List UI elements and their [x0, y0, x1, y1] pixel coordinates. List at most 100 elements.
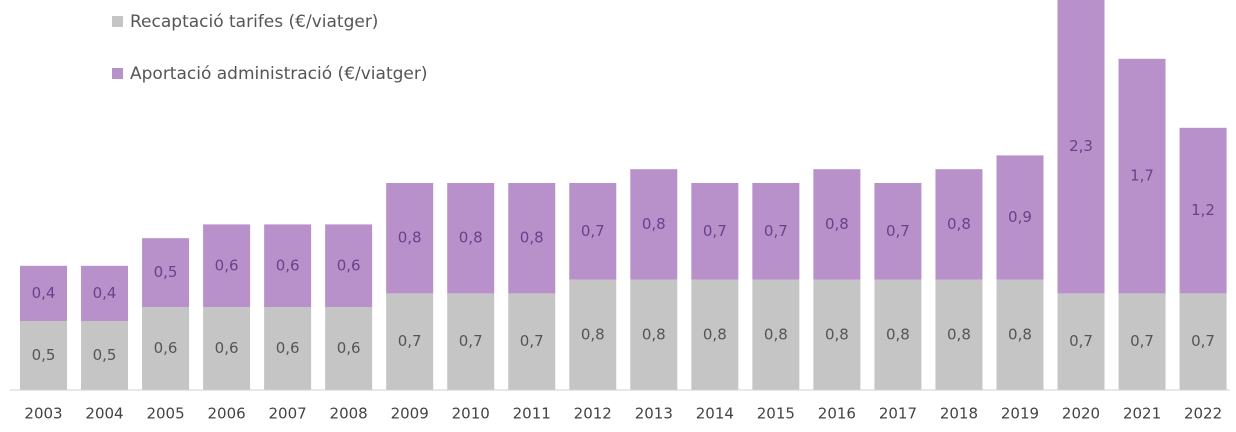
value-label: 0,9 [1008, 208, 1032, 226]
value-label: 0,7 [581, 222, 605, 240]
legend-swatch [112, 68, 123, 79]
value-label: 1,7 [1130, 167, 1154, 185]
bar-segment [874, 183, 922, 280]
legend-label: Recaptació tarifes (€/viatger) [130, 12, 378, 32]
bar-segment [569, 279, 617, 390]
x-tick-label: 2004 [85, 405, 123, 423]
value-label: 0,8 [825, 215, 849, 233]
bar-segment [935, 279, 983, 390]
value-label: 0,8 [398, 229, 422, 247]
x-tick-label: 2020 [1062, 405, 1100, 423]
bar-segment [325, 307, 373, 390]
bar-segment [935, 169, 983, 280]
value-label: 0,8 [642, 215, 666, 233]
value-label: 0,7 [886, 222, 910, 240]
bar-segment [386, 183, 434, 294]
bar-segment [1179, 293, 1227, 390]
value-label: 0,5 [154, 263, 178, 281]
x-tick-label: 2011 [513, 405, 551, 423]
value-label: 0,8 [520, 229, 544, 247]
value-label: 0,8 [1008, 325, 1032, 343]
x-tick-label: 2007 [269, 405, 307, 423]
value-label: 0,8 [825, 325, 849, 343]
bar-segment [142, 238, 190, 308]
x-tick-label: 2015 [757, 405, 795, 423]
bar-segment [447, 183, 495, 294]
value-label: 0,8 [581, 325, 605, 343]
x-tick-label: 2010 [452, 405, 490, 423]
x-tick-label: 2008 [330, 405, 368, 423]
value-label: 0,8 [947, 215, 971, 233]
value-label: 0,7 [1191, 332, 1215, 350]
value-label: 0,4 [93, 284, 117, 302]
bar-segment [203, 307, 251, 390]
bar-segment [264, 224, 312, 308]
bar-segment [325, 224, 373, 308]
x-tick-label: 2014 [696, 405, 734, 423]
x-tick-label: 2018 [940, 405, 978, 423]
value-label: 0,6 [215, 256, 239, 274]
value-label: 0,7 [703, 222, 727, 240]
value-label: 0,5 [32, 346, 56, 364]
x-tick-label: 2017 [879, 405, 917, 423]
bar-segment [20, 321, 67, 390]
x-tick-label: 2003 [24, 405, 62, 423]
value-label: 0,6 [337, 256, 361, 274]
bar-segment [691, 279, 739, 390]
bar-segment [630, 169, 678, 280]
value-label: 0,6 [154, 339, 178, 357]
value-label: 0,8 [764, 325, 788, 343]
x-tick-label: 2013 [635, 405, 673, 423]
bar-segment [81, 321, 129, 390]
value-label: 0,8 [459, 229, 483, 247]
bar-segment [1057, 0, 1105, 294]
bar-segment [996, 155, 1044, 280]
value-label: 0,6 [337, 339, 361, 357]
bar-segment [508, 183, 556, 294]
bar-segment [1118, 293, 1166, 390]
value-label: 0,7 [764, 222, 788, 240]
bar-segment [569, 183, 617, 280]
bar-segment [508, 293, 556, 390]
x-tick-label: 2005 [146, 405, 184, 423]
value-label: 0,8 [886, 325, 910, 343]
bar-segment [874, 279, 922, 390]
value-label: 0,5 [93, 346, 117, 364]
value-label: 1,2 [1191, 201, 1215, 219]
value-label: 0,6 [276, 256, 300, 274]
bar-segment [752, 183, 800, 280]
value-label: 0,7 [1130, 332, 1154, 350]
x-tick-label: 2021 [1123, 405, 1161, 423]
bar-segment [1179, 127, 1227, 294]
value-label: 0,6 [276, 339, 300, 357]
bar-segment [752, 279, 800, 390]
value-label: 0,7 [459, 332, 483, 350]
x-tick-label: 2006 [207, 405, 245, 423]
bar-segment [813, 279, 861, 390]
bar-segment [203, 224, 251, 308]
bar-segment [1057, 293, 1105, 390]
bar-segment [20, 265, 67, 321]
value-label: 0,7 [520, 332, 544, 350]
x-tick-label: 2009 [391, 405, 429, 423]
x-tick-label: 2019 [1001, 405, 1039, 423]
bar-segment [386, 293, 434, 390]
bar-segment [996, 279, 1044, 390]
bar-segment [630, 279, 678, 390]
x-tick-label: 2016 [818, 405, 856, 423]
value-label: 0,6 [215, 339, 239, 357]
value-label: 0,8 [947, 325, 971, 343]
value-label: 0,7 [1069, 332, 1093, 350]
bar-segment [691, 183, 739, 280]
legend-label: Aportació administració (€/viatger) [130, 64, 427, 84]
bar-segment [1118, 58, 1166, 294]
bar-segment [81, 265, 129, 321]
bar-segment [264, 307, 312, 390]
bar-segment [142, 307, 190, 390]
legend-swatch [112, 16, 123, 27]
x-tick-label: 2022 [1184, 405, 1222, 423]
bar-segment [813, 169, 861, 280]
value-label: 0,8 [703, 325, 727, 343]
bar-segment [447, 293, 495, 390]
